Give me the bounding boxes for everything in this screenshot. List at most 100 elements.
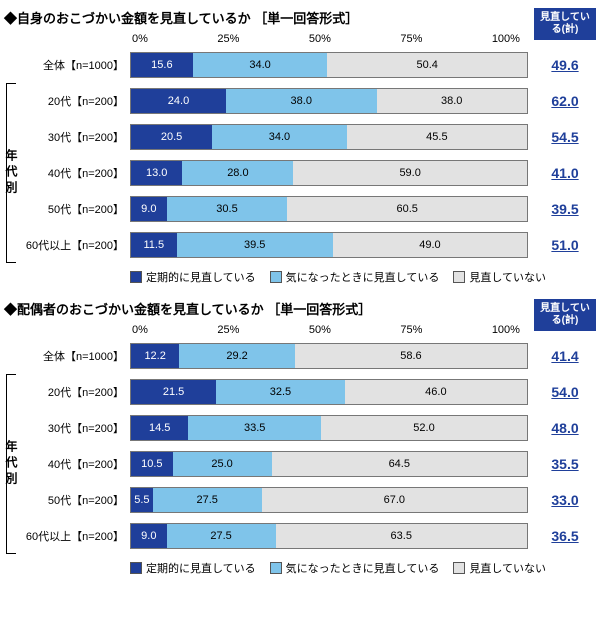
row-label: 50代【n=200】 [18, 201, 130, 217]
legend: 定期的に見直している 気になったときに見直している 見直していない [130, 560, 596, 578]
legend-swatch [130, 271, 142, 283]
legend-item: 気になったときに見直している [270, 269, 440, 285]
row-label: 60代以上【n=200】 [18, 528, 130, 544]
bar-segment: 67.0 [262, 488, 527, 512]
bar-segment: 5.5 [131, 488, 153, 512]
bar-segment: 49.0 [333, 233, 527, 257]
row-total: 48.0 [534, 420, 596, 436]
bar-segment: 9.0 [131, 524, 167, 548]
row-label: 60代以上【n=200】 [18, 237, 130, 253]
axis-tick: 75% [400, 324, 422, 336]
bar: 10.525.064.5 [130, 451, 528, 477]
bar-segment: 34.0 [212, 125, 347, 149]
row-total: 62.0 [534, 93, 596, 109]
legend-label: 見直していない [469, 269, 546, 285]
age-bracket: 年代別 [4, 374, 18, 554]
legend: 定期的に見直している 気になったときに見直している 見直していない [130, 269, 596, 287]
axis-tick: 0% [132, 33, 148, 45]
bar-segment: 32.5 [216, 380, 345, 404]
bar: 21.532.546.0 [130, 379, 528, 405]
axis-tick: 50% [309, 324, 331, 336]
legend-label: 定期的に見直している [146, 269, 256, 285]
bar-segment: 27.5 [153, 488, 262, 512]
legend-swatch [270, 271, 282, 283]
bar-segment: 38.0 [226, 89, 376, 113]
bar-segment: 46.0 [345, 380, 527, 404]
axis-tick: 75% [400, 33, 422, 45]
bar-segment: 21.5 [131, 380, 216, 404]
chart-row: 30代【n=200】20.534.045.5 54.5 [18, 119, 596, 155]
bar: 24.038.038.0 [130, 88, 528, 114]
row-total: 54.5 [534, 129, 596, 145]
bar-segment: 34.0 [193, 53, 328, 77]
axis-tick: 100% [492, 33, 520, 45]
bar-segment: 38.0 [377, 89, 527, 113]
chart-row: 20代【n=200】24.038.038.062.0 [18, 83, 596, 119]
axis-tick: 100% [492, 324, 520, 336]
bar-segment: 64.5 [272, 452, 527, 476]
row-total: 41.0 [534, 165, 596, 181]
row-label: 30代【n=200】 [18, 129, 130, 145]
legend-swatch [453, 271, 465, 283]
axis: 0% 25% 50% 75% 100% [4, 31, 522, 47]
bar: 9.027.563.5 [130, 523, 528, 549]
chart-row: 40代【n=200】10.525.064.535.5 [18, 446, 596, 482]
bar-segment: 11.5 [131, 233, 177, 257]
row-label: 40代【n=200】 [18, 165, 130, 181]
legend-item: 気になったときに見直している [270, 560, 440, 576]
row-total: 41.4 [534, 348, 596, 364]
legend-item: 見直していない [453, 560, 546, 576]
bar-segment: 28.0 [182, 161, 293, 185]
legend-label: 見直していない [469, 560, 546, 576]
axis-tick: 0% [132, 324, 148, 336]
chart-row: 50代【n=200】5.527.567.033.0 [18, 482, 596, 518]
legend-label: 気になったときに見直している [286, 560, 440, 576]
row-label: 20代【n=200】 [18, 384, 130, 400]
legend-item: 定期的に見直している [130, 560, 256, 576]
bar-segment: 14.5 [131, 416, 188, 440]
bar-segment: 59.0 [293, 161, 527, 185]
bar-segment: 58.6 [295, 344, 527, 368]
bar-segment: 63.5 [276, 524, 527, 548]
bar: 13.028.059.0 [130, 160, 528, 186]
row-total: 51.0 [534, 237, 596, 253]
axis-tick: 25% [217, 33, 239, 45]
row-total: 35.5 [534, 456, 596, 472]
total-header: 見直している(計) [534, 8, 596, 40]
chart-row: 全体【n=1000】15.634.050.449.6 [18, 47, 596, 83]
bar-segment: 30.5 [167, 197, 288, 221]
chart: ◆自身のおこづかい金額を見直しているか ［単一回答形式］0%25%50%75%1… [4, 8, 596, 287]
bar: 11.539.549.0 [130, 232, 528, 258]
legend-label: 気になったときに見直している [286, 269, 440, 285]
legend-swatch [453, 562, 465, 574]
chart: ◆配偶者のおこづかい金額を見直しているか ［単一回答形式］ 0% 25% 50% 75%… [4, 299, 596, 578]
chart-title: ◆配偶者のおこづかい金額を見直しているか ［単一回答形式］ [4, 299, 522, 318]
bar-segment: 10.5 [131, 452, 173, 476]
bar-segment: 24.0 [131, 89, 226, 113]
legend-swatch [130, 562, 142, 574]
legend-item: 定期的に見直している [130, 269, 256, 285]
bar-segment: 39.5 [177, 233, 333, 257]
axis-tick: 50% [309, 33, 331, 45]
row-total: 36.5 [534, 528, 596, 544]
chart-row: 60代以上【n=200】9.027.563.5 36.5 [18, 518, 596, 554]
row-total: 33.0 [534, 492, 596, 508]
bar: 9.030.560.5 [130, 196, 528, 222]
bar-segment: 25.0 [173, 452, 272, 476]
axis: 0% 25% 50% 75% 100% [4, 322, 522, 338]
chart-row: 30代【n=200】14.533.552.048.0 [18, 410, 596, 446]
bar: 20.534.045.5 [130, 124, 528, 150]
bar-segment: 12.2 [131, 344, 179, 368]
bar-segment: 9.0 [131, 197, 167, 221]
bar-segment: 52.0 [321, 416, 527, 440]
row-label: 全体【n=1000】 [18, 348, 130, 364]
chart-row: 40代【n=200】13.028.059.0 41.0 [18, 155, 596, 191]
legend-item: 見直していない [453, 269, 546, 285]
chart-row: 全体【n=1000】12.229.258.6 41.4 [18, 338, 596, 374]
axis-tick: 25% [217, 324, 239, 336]
chart-row: 50代【n=200】9.030.560.539.5 [18, 191, 596, 227]
bar: 15.634.050.4 [130, 52, 528, 78]
bar-segment: 29.2 [179, 344, 295, 368]
row-label: 20代【n=200】 [18, 93, 130, 109]
chart-row: 20代【n=200】21.532.546.054.0 [18, 374, 596, 410]
